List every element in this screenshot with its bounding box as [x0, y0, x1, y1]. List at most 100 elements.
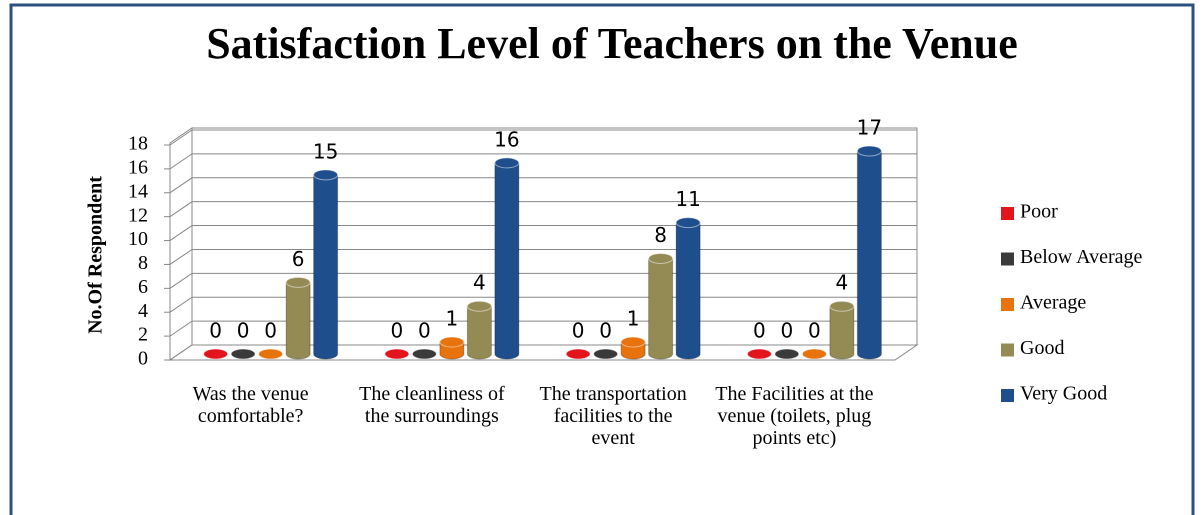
bar-top — [801, 348, 827, 360]
bar — [675, 217, 701, 360]
x-tick-label: The cleanliness of the surroundings — [359, 383, 505, 427]
y-tick-label: 6 — [138, 276, 148, 298]
value-label: 4 — [473, 271, 486, 295]
bar-body — [675, 222, 701, 360]
value-label: 17 — [857, 115, 882, 139]
value-label: 4 — [836, 271, 849, 295]
bar — [856, 145, 882, 360]
y-tick-label: 2 — [138, 324, 148, 346]
bar-body — [494, 162, 520, 360]
bar-top — [494, 157, 520, 169]
legend-label: Good — [1020, 337, 1064, 359]
grid-line — [169, 153, 917, 170]
y-tick-label: 18 — [128, 133, 148, 155]
y-tick-label: 14 — [128, 180, 148, 202]
bar-top — [285, 276, 311, 288]
value-label: 8 — [654, 223, 667, 247]
value-label: 16 — [494, 127, 519, 151]
bar-top — [411, 348, 437, 360]
y-tick-label: 8 — [138, 252, 148, 274]
bar — [774, 348, 800, 360]
bar-top — [439, 336, 465, 348]
value-label: 1 — [446, 307, 459, 331]
bar-top — [856, 145, 882, 157]
grid-line — [169, 272, 917, 289]
bar — [384, 348, 410, 360]
bar-top — [829, 300, 855, 312]
bar-body — [285, 281, 311, 360]
y-tick-label: 4 — [138, 300, 148, 322]
value-label: 0 — [808, 319, 821, 343]
bar — [620, 336, 646, 360]
value-label: 0 — [264, 319, 277, 343]
grid-line — [169, 225, 917, 241]
bar-body — [313, 174, 339, 360]
bar — [411, 348, 437, 360]
y-tick-label: 10 — [128, 228, 148, 250]
bar — [285, 276, 311, 360]
grid-line — [169, 129, 917, 146]
y-tick-label: 16 — [128, 156, 148, 178]
value-label: 0 — [572, 319, 585, 343]
bar-top — [774, 348, 800, 360]
legend-label: Average — [1020, 292, 1086, 314]
bar — [648, 252, 674, 360]
bar — [203, 348, 229, 360]
bar-top — [593, 348, 619, 360]
bar-top — [620, 336, 646, 348]
legend-label: Very Good — [1020, 383, 1107, 405]
bar-top — [565, 348, 591, 360]
value-label: 0 — [599, 319, 612, 343]
y-tick-label: 0 — [138, 348, 148, 370]
bar — [313, 169, 339, 360]
grid-line — [169, 201, 917, 218]
y-axis-label: No.Of Respondent — [85, 176, 107, 334]
value-label: 11 — [675, 187, 700, 211]
grid-line — [169, 296, 917, 313]
bar-body — [648, 257, 674, 360]
value-label: 0 — [753, 319, 766, 343]
value-label: 0 — [237, 319, 250, 343]
legend-label: Poor — [1020, 201, 1058, 223]
value-label: 0 — [209, 319, 222, 343]
value-label: 0 — [781, 319, 794, 343]
x-tick-label: Was the venue comfortable? — [193, 383, 309, 427]
bar — [439, 336, 465, 360]
x-tick-label: The transportation facilities to the event — [540, 383, 687, 449]
bar-top — [466, 300, 492, 312]
value-label: 15 — [313, 139, 338, 163]
legend-swatch — [1001, 252, 1014, 266]
bar-top — [746, 348, 772, 360]
legend-swatch — [1001, 389, 1014, 402]
value-label: 0 — [418, 319, 431, 343]
bar — [230, 348, 256, 360]
legend-swatch — [1001, 343, 1014, 357]
bar — [565, 348, 591, 360]
value-label: 1 — [627, 307, 640, 331]
bar-top — [675, 217, 701, 229]
bar — [746, 348, 772, 360]
value-label: 6 — [292, 247, 305, 271]
grid-line — [169, 344, 917, 361]
bar — [466, 300, 492, 360]
grid-line — [169, 177, 917, 194]
bar-top — [384, 348, 410, 360]
bar-body — [829, 305, 855, 360]
bar-top — [230, 348, 256, 360]
value-label: 0 — [391, 319, 404, 343]
x-tick-label: The Facilities at the venue (toilets, plu… — [715, 383, 873, 449]
legend-swatch — [1001, 207, 1014, 220]
bar — [258, 348, 284, 360]
bar-top — [203, 348, 229, 360]
chart-title: Satisfaction Level of Teachers on the Ve… — [206, 19, 1018, 68]
grid-line — [169, 320, 917, 337]
bar-body — [466, 305, 492, 360]
bar — [829, 300, 855, 360]
grid-line — [169, 248, 917, 265]
legend-label: Below Average — [1020, 246, 1142, 268]
y-tick-label: 12 — [128, 204, 148, 226]
bar — [801, 348, 827, 360]
bar — [593, 348, 619, 360]
bar-top — [648, 252, 674, 264]
